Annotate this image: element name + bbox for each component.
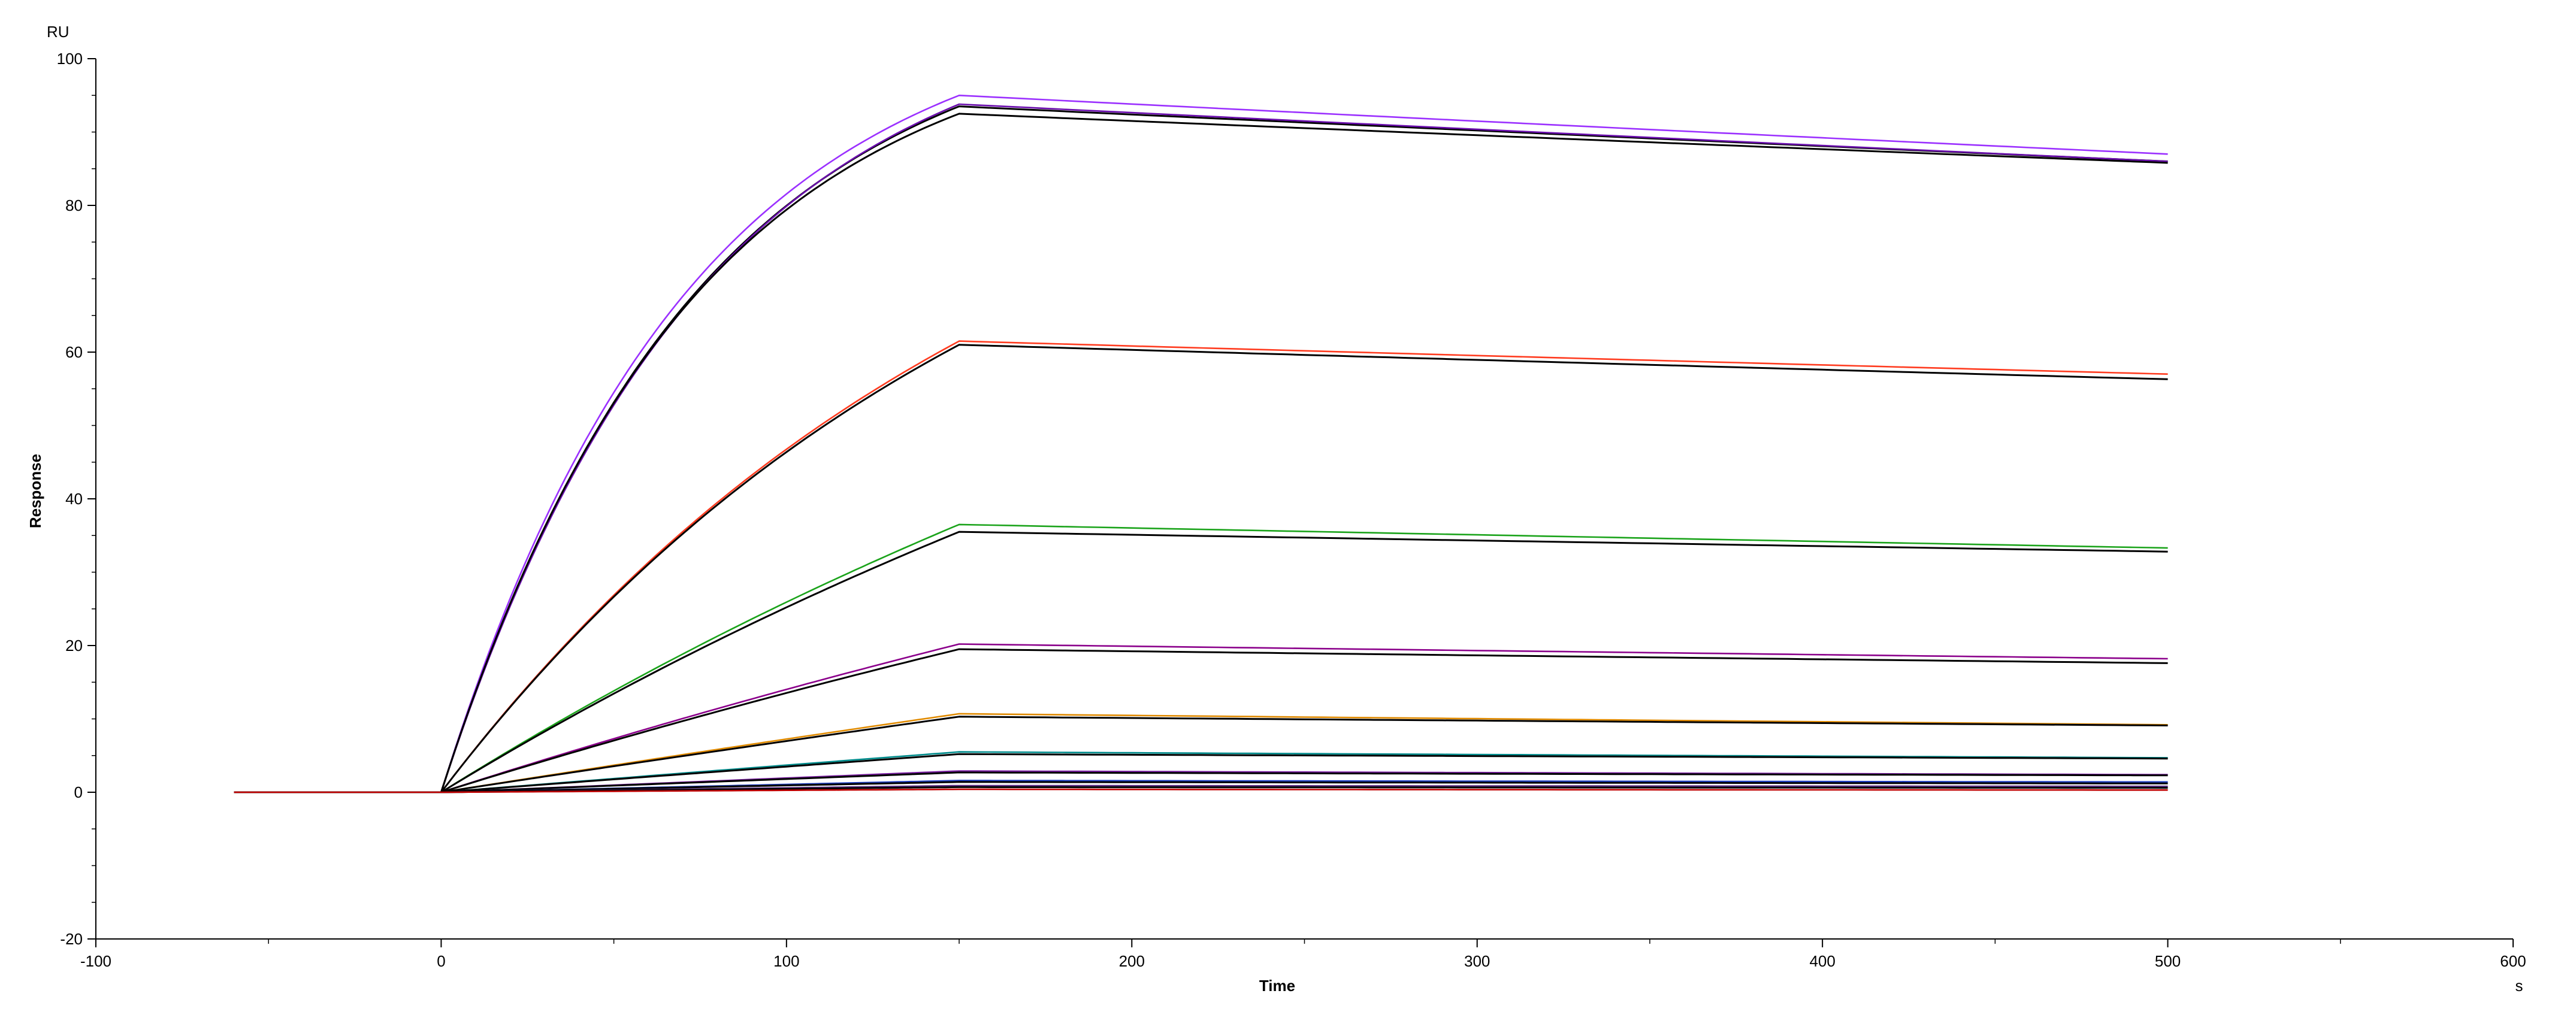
y-axis-title: Response [26, 454, 44, 528]
y-tick-label: 40 [65, 490, 83, 508]
series-line-4 [234, 113, 2168, 793]
series-layer [234, 95, 2168, 793]
x-tick-label: 400 [1809, 952, 1835, 970]
y-tick-label: 20 [65, 637, 83, 655]
y-tick-label: 0 [74, 783, 83, 801]
y-tick-label: 60 [65, 343, 83, 361]
axes-layer: -20 0 20 40 60 80 100 -100 0 100 200 300 400 500 600 [57, 50, 2526, 970]
series-line-16 [234, 771, 2168, 793]
y-tick-label: -20 [60, 930, 83, 948]
x-unit-label: s [2515, 977, 2523, 995]
x-tick-label: 600 [2500, 952, 2526, 970]
series-line-8 [234, 531, 2168, 793]
series-line-7 [234, 523, 2168, 793]
series-line-6 [234, 344, 2168, 793]
x-tick-label: -100 [80, 952, 111, 970]
series-line-10 [234, 648, 2168, 793]
x-tick-label: 200 [1119, 952, 1145, 970]
x-tick-label: 500 [2155, 952, 2181, 970]
y-tick-label: 80 [65, 196, 83, 214]
y-tick-label: 100 [57, 50, 83, 68]
x-tick-label: 300 [1464, 952, 1490, 970]
x-axis-title: Time [1259, 977, 1295, 995]
series-line-9 [234, 643, 2168, 793]
series-line-1 [234, 95, 2168, 793]
series-line-3 [234, 103, 2168, 793]
x-tick-label: 100 [773, 952, 799, 970]
y-unit-label: RU [47, 23, 69, 41]
series-line-21 [234, 788, 2168, 793]
x-tick-label: 0 [437, 952, 445, 970]
series-line-12 [234, 716, 2168, 793]
series-line-14 [234, 753, 2168, 793]
